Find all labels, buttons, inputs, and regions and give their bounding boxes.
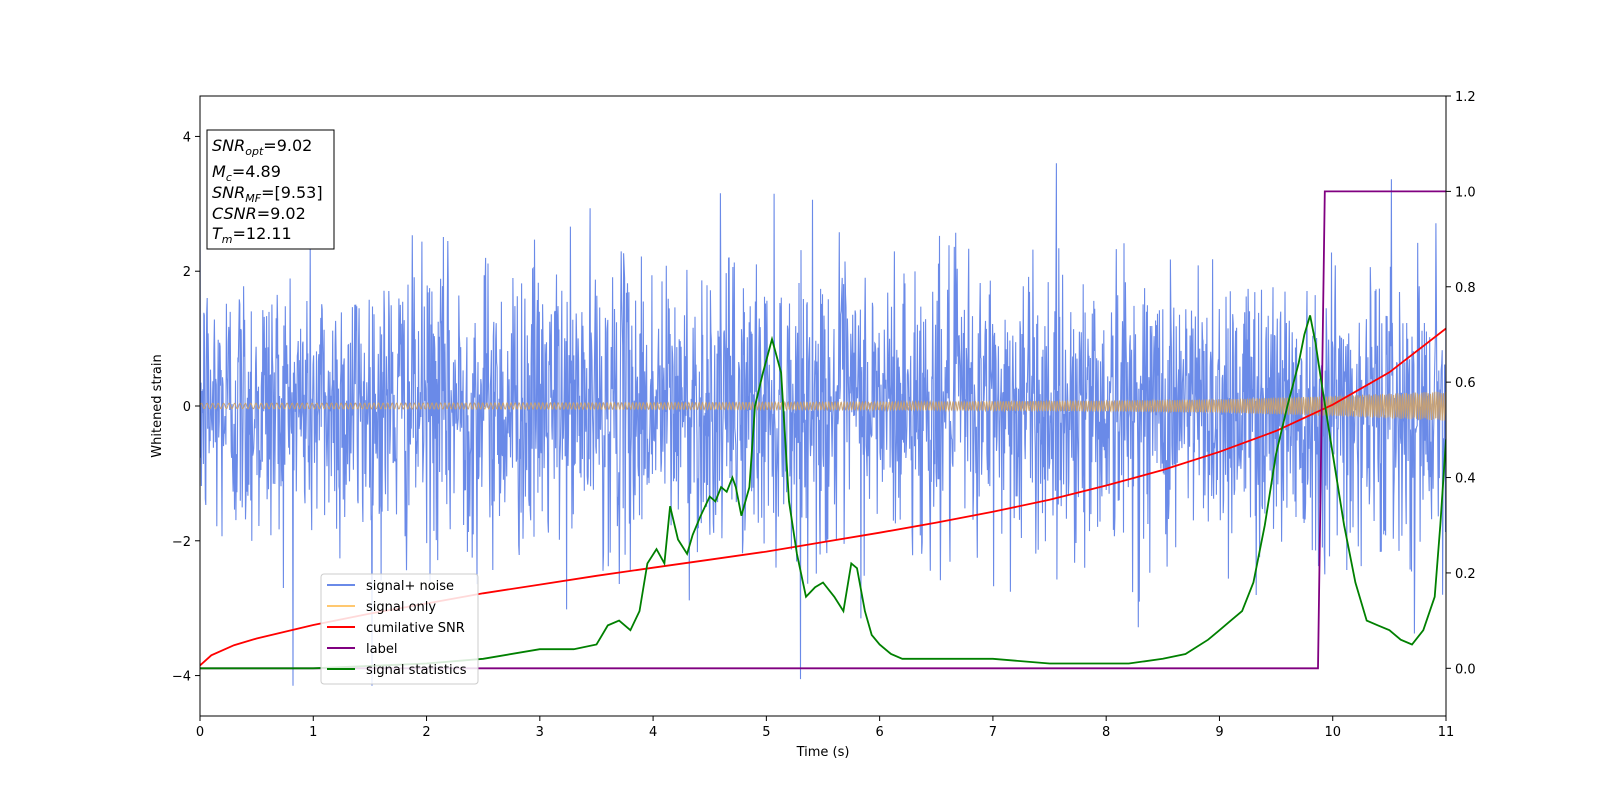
legend-label-signal-statistics: signal statistics bbox=[366, 663, 467, 678]
y-left-tick-label: −2 bbox=[172, 535, 191, 550]
x-tick-label: 10 bbox=[1324, 725, 1341, 740]
y-right-tick-label: 1.0 bbox=[1455, 185, 1476, 200]
x-tick-label: 2 bbox=[422, 725, 430, 740]
legend-frame bbox=[320, 573, 479, 685]
series-signal-statistics-line bbox=[200, 315, 1446, 670]
x-axis-label: Time (s) bbox=[796, 745, 850, 760]
info-mc: Mc=4.89 bbox=[212, 162, 281, 184]
y-left-tick-label: 0 bbox=[183, 400, 191, 415]
info-tm: Tm=12.11 bbox=[212, 224, 292, 246]
x-tick-label: 0 bbox=[196, 725, 204, 740]
legend-label-label: label bbox=[366, 642, 397, 657]
x-tick-label: 4 bbox=[649, 725, 657, 740]
legend-label-signal-only: signal only bbox=[366, 600, 436, 615]
y-right-tick-label: 0.2 bbox=[1455, 567, 1476, 582]
y-left-tick-label: 4 bbox=[183, 130, 191, 145]
x-tick-label: 1 bbox=[309, 725, 317, 740]
y-right-tick-label: 0.4 bbox=[1455, 472, 1476, 487]
y-left-tick-label: −4 bbox=[172, 670, 191, 685]
info-snr-opt: SNRopt=9.02 bbox=[212, 136, 312, 158]
x-tick-label: 6 bbox=[875, 725, 883, 740]
y-right-tick-label: 0.0 bbox=[1455, 662, 1476, 677]
plot-area bbox=[200, 163, 1446, 686]
y-right-tick-label: 0.6 bbox=[1455, 376, 1476, 391]
x-tick-label: 11 bbox=[1438, 725, 1455, 740]
series-signal-plus-noise-line bbox=[200, 163, 1446, 686]
x-tick-label: 5 bbox=[762, 725, 770, 740]
legend: signal+ noise signal only cumilative SNR… bbox=[320, 573, 479, 685]
legend-label-cumilative-snr: cumilative SNR bbox=[366, 621, 465, 636]
x-tick-label: 9 bbox=[1215, 725, 1223, 740]
info-box-frame bbox=[206, 129, 335, 250]
y-axis-label: Whitened strain bbox=[150, 354, 165, 457]
x-tick-label: 8 bbox=[1102, 725, 1110, 740]
y-left-tick-label: 2 bbox=[183, 265, 191, 280]
series-label-line bbox=[200, 190, 1446, 670]
legend-label-signal-plus-noise: signal+ noise bbox=[366, 579, 454, 594]
axis-ticks: 0 1 2 3 4 5 6 7 8 9 10 11 4 2 0 −2 −4 1.2 1.0 0.8 0.6 0.4 0.2 0… bbox=[172, 90, 1476, 740]
y-right-tick-label: 1.2 bbox=[1455, 90, 1476, 105]
info-snr-mf: SNRMF=[9.53] bbox=[212, 183, 323, 205]
series-signal-only-line bbox=[200, 391, 1446, 421]
series-cumilative-snr-line bbox=[200, 327, 1446, 667]
x-tick-label: 7 bbox=[989, 725, 997, 740]
y-right-tick-label: 0.8 bbox=[1455, 281, 1476, 296]
x-tick-label: 3 bbox=[536, 725, 544, 740]
info-csnr: CSNR=9.02 bbox=[212, 204, 306, 223]
info-box: SNRopt=9.02 Mc=4.89 SNRMF=[9.53] CSNR=9.… bbox=[206, 129, 335, 250]
